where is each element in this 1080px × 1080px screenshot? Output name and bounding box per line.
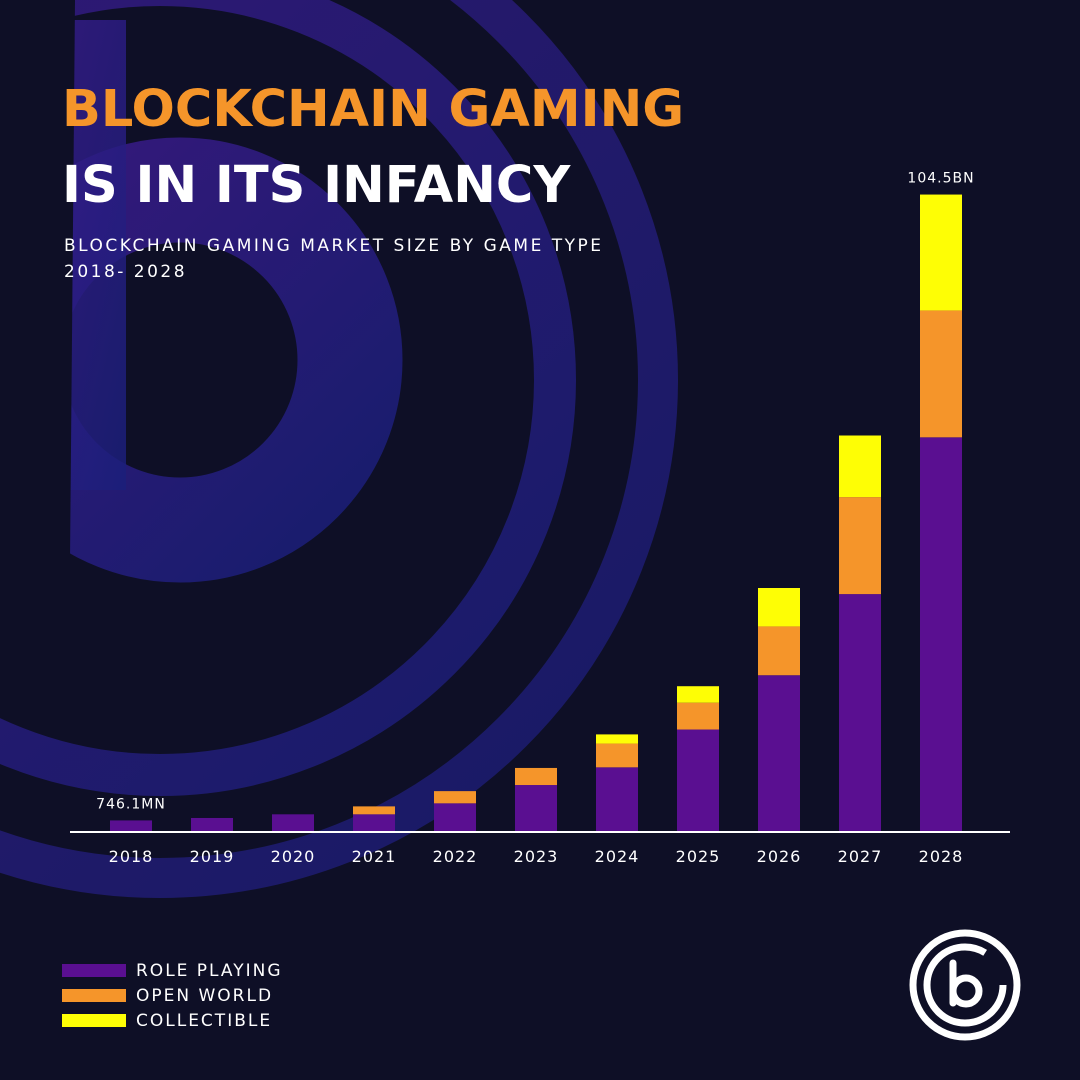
x-tick-label-2021: 2021 (352, 847, 397, 866)
legend-item-collectible: COLLECTIBLE (62, 1008, 283, 1033)
bar-open-world-2021 (353, 806, 395, 815)
x-tick-label-2023: 2023 (514, 847, 559, 866)
bar-collectible-2028 (920, 194, 962, 311)
bar-collectible-2026 (758, 588, 800, 627)
bar-open-world-2023 (515, 767, 557, 786)
bar-role-playing-2021 (353, 814, 395, 832)
bar-collectible-2025 (677, 686, 719, 703)
bar-collectible-2024 (596, 734, 638, 744)
bar-role-playing-2027 (839, 594, 881, 832)
b-logo-icon (909, 929, 1021, 1041)
bar-role-playing-2022 (434, 803, 476, 832)
data-label-2028: 104.5BN (907, 171, 974, 187)
subtitle-line-2: 2018- 2028 (64, 262, 188, 282)
legend-item-open-world: OPEN WORLD (62, 983, 283, 1008)
bar-role-playing-2018 (110, 820, 152, 832)
bar-open-world-2026 (758, 626, 800, 676)
bar-role-playing-2023 (515, 785, 557, 832)
legend-swatch-open-world (62, 989, 126, 1002)
legend-swatch-role-playing (62, 964, 126, 977)
bar-role-playing-2028 (920, 437, 962, 832)
bar-open-world-2022 (434, 791, 476, 804)
legend-label-open-world: OPEN WORLD (136, 985, 274, 1006)
legend-label-collectible: COLLECTIBLE (136, 1010, 273, 1031)
legend-swatch-collectible (62, 1014, 126, 1027)
bar-open-world-2024 (596, 743, 638, 768)
x-tick-label-2028: 2028 (919, 847, 964, 866)
chart-legend: ROLE PLAYING OPEN WORLD COLLECTIBLE (62, 958, 283, 1033)
bar-collectible-2027 (839, 435, 881, 498)
x-tick-label-2024: 2024 (595, 847, 640, 866)
bar-open-world-2025 (677, 702, 719, 730)
subtitle-line-1: BLOCKCHAIN GAMING MARKET SIZE BY GAME TY… (64, 236, 604, 256)
x-tick-label-2027: 2027 (838, 847, 883, 866)
legend-item-role-playing: ROLE PLAYING (62, 958, 283, 983)
data-label-2018: 746.1MN (96, 796, 166, 812)
bar-role-playing-2026 (758, 675, 800, 832)
x-tick-label-2020: 2020 (271, 847, 316, 866)
title-line-2: IS IN ITS INFANCY (62, 156, 571, 215)
bar-role-playing-2020 (272, 814, 314, 832)
bar-role-playing-2019 (191, 817, 233, 832)
bar-open-world-2028 (920, 310, 962, 438)
chart-subtitle: BLOCKCHAIN GAMING MARKET SIZE BY GAME TY… (64, 233, 603, 285)
bar-role-playing-2025 (677, 729, 719, 832)
x-tick-label-2022: 2022 (433, 847, 478, 866)
bar-open-world-2027 (839, 497, 881, 595)
bar-role-playing-2024 (596, 767, 638, 832)
x-tick-label-2019: 2019 (190, 847, 235, 866)
title-line-1: BLOCKCHAIN GAMING (62, 80, 685, 139)
x-tick-label-2025: 2025 (676, 847, 721, 866)
x-tick-label-2026: 2026 (757, 847, 802, 866)
legend-label-role-playing: ROLE PLAYING (136, 960, 283, 981)
x-tick-label-2018: 2018 (109, 847, 154, 866)
